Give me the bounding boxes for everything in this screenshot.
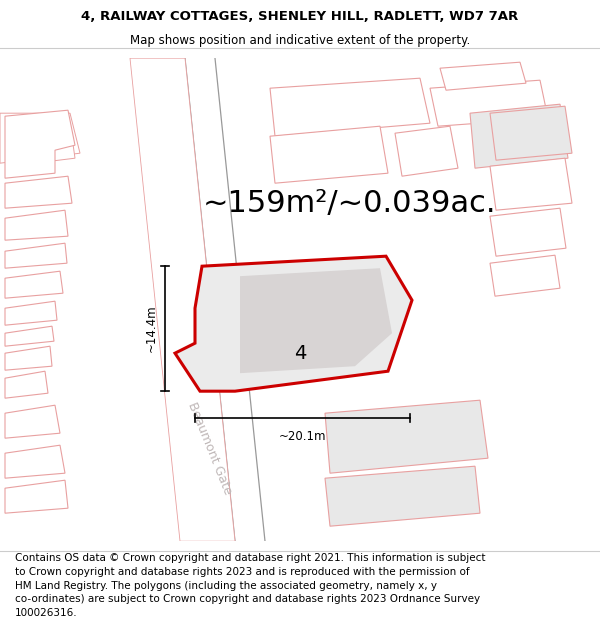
Polygon shape (270, 126, 388, 183)
Text: to Crown copyright and database rights 2023 and is reproduced with the permissio: to Crown copyright and database rights 2… (15, 567, 470, 577)
Polygon shape (430, 80, 548, 126)
Polygon shape (5, 243, 67, 268)
Text: HM Land Registry. The polygons (including the associated geometry, namely x, y: HM Land Registry. The polygons (includin… (15, 581, 437, 591)
Polygon shape (5, 445, 65, 478)
Text: ~14.4m: ~14.4m (145, 305, 157, 352)
Polygon shape (5, 371, 48, 398)
Polygon shape (470, 104, 568, 168)
Polygon shape (490, 106, 572, 160)
Polygon shape (490, 208, 566, 256)
Text: 100026316.: 100026316. (15, 608, 77, 618)
Text: co-ordinates) are subject to Crown copyright and database rights 2023 Ordnance S: co-ordinates) are subject to Crown copyr… (15, 594, 480, 604)
Polygon shape (175, 256, 412, 391)
Text: Contains OS data © Crown copyright and database right 2021. This information is : Contains OS data © Crown copyright and d… (15, 554, 485, 564)
Text: 4, RAILWAY COTTAGES, SHENLEY HILL, RADLETT, WD7 7AR: 4, RAILWAY COTTAGES, SHENLEY HILL, RADLE… (82, 9, 518, 22)
Polygon shape (5, 210, 68, 240)
Polygon shape (5, 480, 68, 513)
Polygon shape (325, 466, 480, 526)
Text: ~159m²/~0.039ac.: ~159m²/~0.039ac. (203, 189, 497, 218)
Polygon shape (270, 78, 430, 136)
Polygon shape (5, 405, 60, 438)
Polygon shape (130, 58, 235, 541)
Polygon shape (10, 123, 75, 166)
Polygon shape (5, 176, 72, 208)
Polygon shape (490, 158, 572, 210)
Text: ~20.1m: ~20.1m (279, 429, 326, 442)
Polygon shape (325, 400, 488, 473)
Polygon shape (5, 326, 54, 346)
Polygon shape (395, 126, 458, 176)
Polygon shape (0, 113, 80, 163)
Polygon shape (5, 301, 57, 325)
Text: Map shows position and indicative extent of the property.: Map shows position and indicative extent… (130, 34, 470, 47)
Text: Beaumont Gate: Beaumont Gate (185, 400, 235, 496)
Polygon shape (440, 62, 526, 90)
Polygon shape (240, 268, 392, 373)
Polygon shape (5, 346, 52, 370)
Polygon shape (5, 110, 75, 178)
Text: 4: 4 (294, 344, 306, 362)
Polygon shape (490, 255, 560, 296)
Polygon shape (5, 271, 63, 298)
